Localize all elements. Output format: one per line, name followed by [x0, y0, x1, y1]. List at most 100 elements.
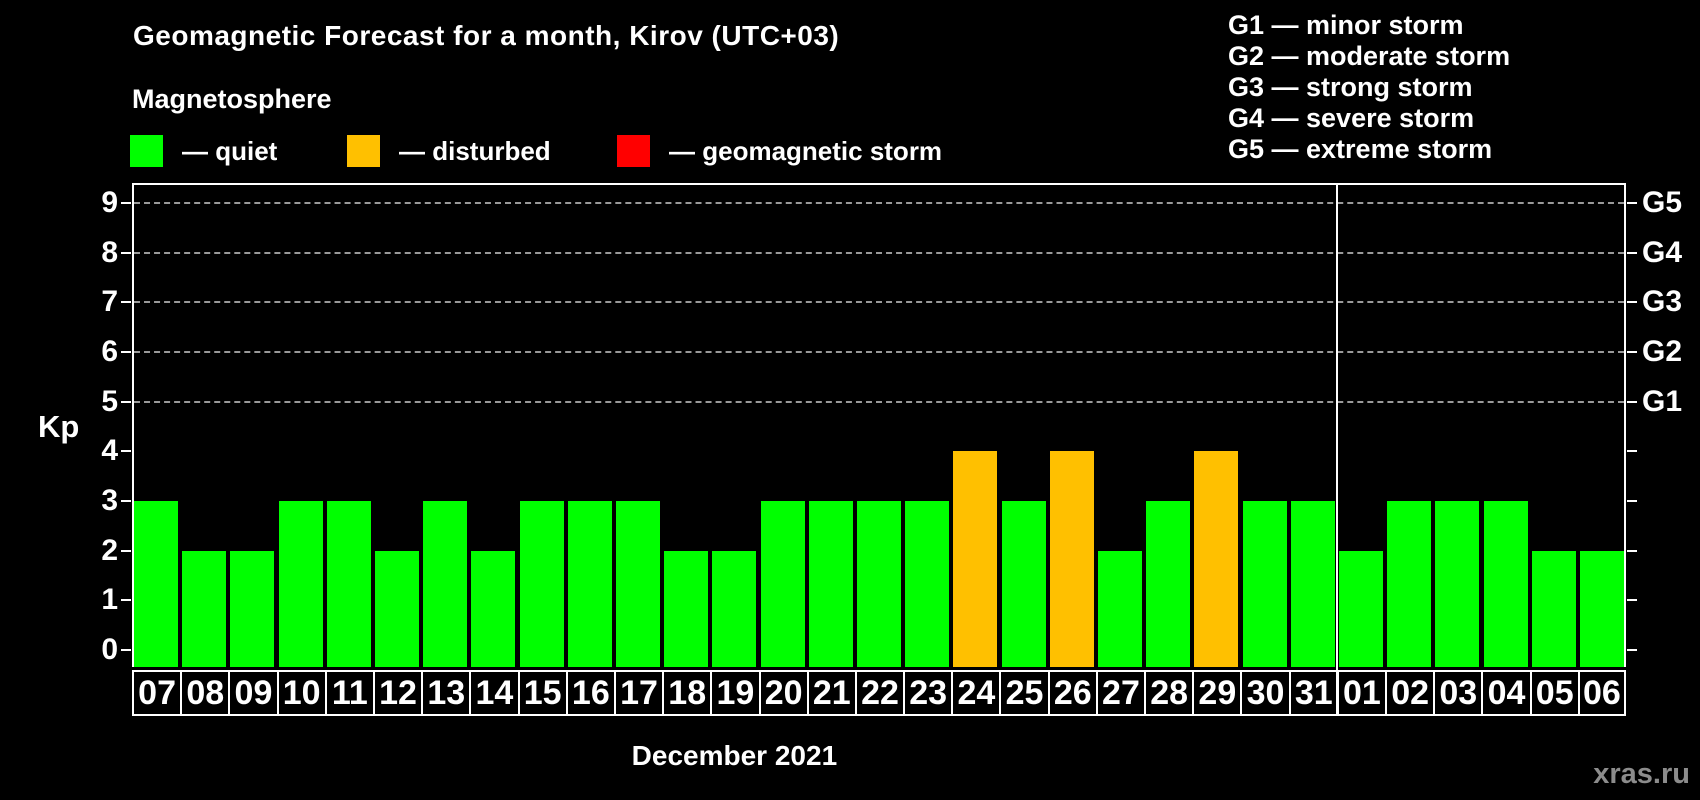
- y-axis-label: 9: [101, 186, 118, 220]
- day-label-10: 10: [276, 670, 327, 716]
- right-axis-tick: [1627, 450, 1637, 453]
- y-axis-label: 2: [101, 533, 118, 567]
- g-legend-item: G5 — extreme storm: [1228, 134, 1493, 164]
- y-axis-tick: [121, 202, 131, 205]
- right-axis-label: G4: [1642, 235, 1683, 269]
- kp-bar-day-02: [1387, 501, 1432, 667]
- kp-bar-day-19: [712, 550, 757, 667]
- day-label-13: 13: [421, 670, 472, 716]
- gridline-kp5: [134, 400, 1624, 403]
- storm-color-swatch: [617, 135, 650, 167]
- subtitle-magnetosphere: Magnetosphere: [132, 84, 332, 114]
- kp-bar-day-05: [1531, 550, 1576, 667]
- month-separator-line: [1335, 183, 1338, 716]
- y-axis-tick: [121, 400, 131, 403]
- kp-bar-day-21: [808, 501, 853, 667]
- kp-bar-day-22: [857, 501, 901, 667]
- plot-area: [132, 183, 1626, 667]
- gridline-kp7: [134, 301, 1624, 304]
- day-label-18: 18: [662, 670, 713, 716]
- y-axis-label: 1: [101, 583, 118, 617]
- day-label-26: 26: [1047, 670, 1098, 716]
- kp-bar-day-16: [567, 501, 612, 667]
- legend-item-disturbed: — disturbed: [347, 135, 551, 167]
- page-title: Geomagnetic Forecast for a month, Kirov …: [133, 20, 840, 51]
- day-label-15: 15: [517, 670, 568, 716]
- kp-bar-day-01: [1338, 550, 1383, 667]
- g-legend-item: G2 — moderate storm: [1228, 41, 1511, 71]
- right-axis-tick: [1627, 549, 1637, 552]
- day-label-12: 12: [372, 670, 424, 716]
- quiet-color-swatch: [130, 135, 163, 167]
- y-axis-tick: [121, 251, 131, 254]
- kp-bar-day-30: [1242, 501, 1287, 667]
- kp-bar-day-09: [230, 550, 275, 667]
- g-legend-item: G4 — severe storm: [1228, 103, 1475, 133]
- right-axis-label: G3: [1642, 285, 1683, 319]
- kp-bar-day-24: [953, 451, 998, 667]
- y-axis-tick: [121, 351, 131, 354]
- right-axis-tick: [1627, 649, 1637, 651]
- kp-bar-day-07: [134, 501, 179, 667]
- g-legend-item: G3 — strong storm: [1228, 72, 1473, 102]
- kp-bar-day-23: [905, 501, 950, 667]
- day-label-01: 01: [1336, 670, 1388, 716]
- disturbed-color-swatch: [347, 135, 380, 167]
- y-axis-label: 8: [101, 235, 118, 269]
- day-label-05: 05: [1529, 670, 1580, 716]
- g-scale-legend: G1 — minor storm G2 — moderate storm G3 …: [1228, 10, 1510, 165]
- watermark: xras.ru: [1593, 758, 1690, 790]
- kp-bar-day-10: [278, 501, 323, 667]
- day-label-17: 17: [613, 670, 665, 716]
- kp-bar-day-08: [182, 550, 227, 667]
- kp-bar-day-15: [519, 501, 564, 667]
- y-axis-label: 3: [101, 484, 118, 518]
- kp-bar-day-25: [1001, 501, 1046, 667]
- day-label-22: 22: [854, 670, 906, 716]
- day-label-30: 30: [1240, 670, 1291, 716]
- y-axis-tick: [121, 649, 131, 651]
- day-label-04: 04: [1481, 670, 1532, 716]
- right-axis-tick: [1627, 500, 1637, 503]
- y-axis-tick: [121, 549, 131, 552]
- y-axis-tick: [121, 301, 131, 304]
- kp-bar-day-31: [1290, 501, 1335, 667]
- kp-bar-day-28: [1146, 501, 1191, 667]
- day-label-02: 02: [1385, 670, 1436, 716]
- y-axis-label: 5: [101, 384, 118, 418]
- day-label-20: 20: [758, 670, 809, 716]
- kp-bar-day-06: [1579, 550, 1624, 667]
- gridline-kp6: [134, 351, 1624, 354]
- day-label-09: 09: [228, 670, 279, 716]
- y-axis-label: 0: [101, 633, 118, 666]
- legend-label: — quiet: [182, 135, 278, 166]
- day-label-07: 07: [132, 670, 183, 716]
- kp-bar-day-17: [616, 501, 661, 667]
- kp-bar-day-26: [1049, 451, 1094, 667]
- kp-bar-day-27: [1097, 550, 1142, 667]
- month-label: December 2021: [631, 740, 838, 771]
- kp-bar-day-04: [1483, 501, 1528, 667]
- day-label-06: 06: [1577, 670, 1626, 716]
- y-axis-tick: [121, 500, 131, 503]
- y-axis-label: 6: [101, 335, 118, 369]
- y-axis-tick: [121, 450, 131, 453]
- day-label-21: 21: [806, 670, 857, 716]
- kp-bar-day-20: [760, 501, 805, 667]
- kp-bar-day-11: [326, 501, 371, 667]
- y-axis-tick: [121, 599, 131, 602]
- right-axis-tick: [1627, 351, 1637, 354]
- right-axis-tick: [1627, 251, 1637, 254]
- legend-label: — disturbed: [399, 135, 551, 166]
- kp-bar-day-13: [423, 501, 468, 667]
- right-axis-label: G1: [1642, 384, 1683, 418]
- day-label-31: 31: [1288, 670, 1339, 716]
- right-axis-tick: [1627, 400, 1637, 403]
- right-axis-label: G2: [1642, 335, 1683, 369]
- day-label-23: 23: [903, 670, 954, 716]
- day-label-03: 03: [1433, 670, 1484, 716]
- kp-bar-day-03: [1435, 501, 1480, 667]
- day-label-11: 11: [324, 670, 375, 716]
- kp-bar-day-14: [471, 550, 516, 667]
